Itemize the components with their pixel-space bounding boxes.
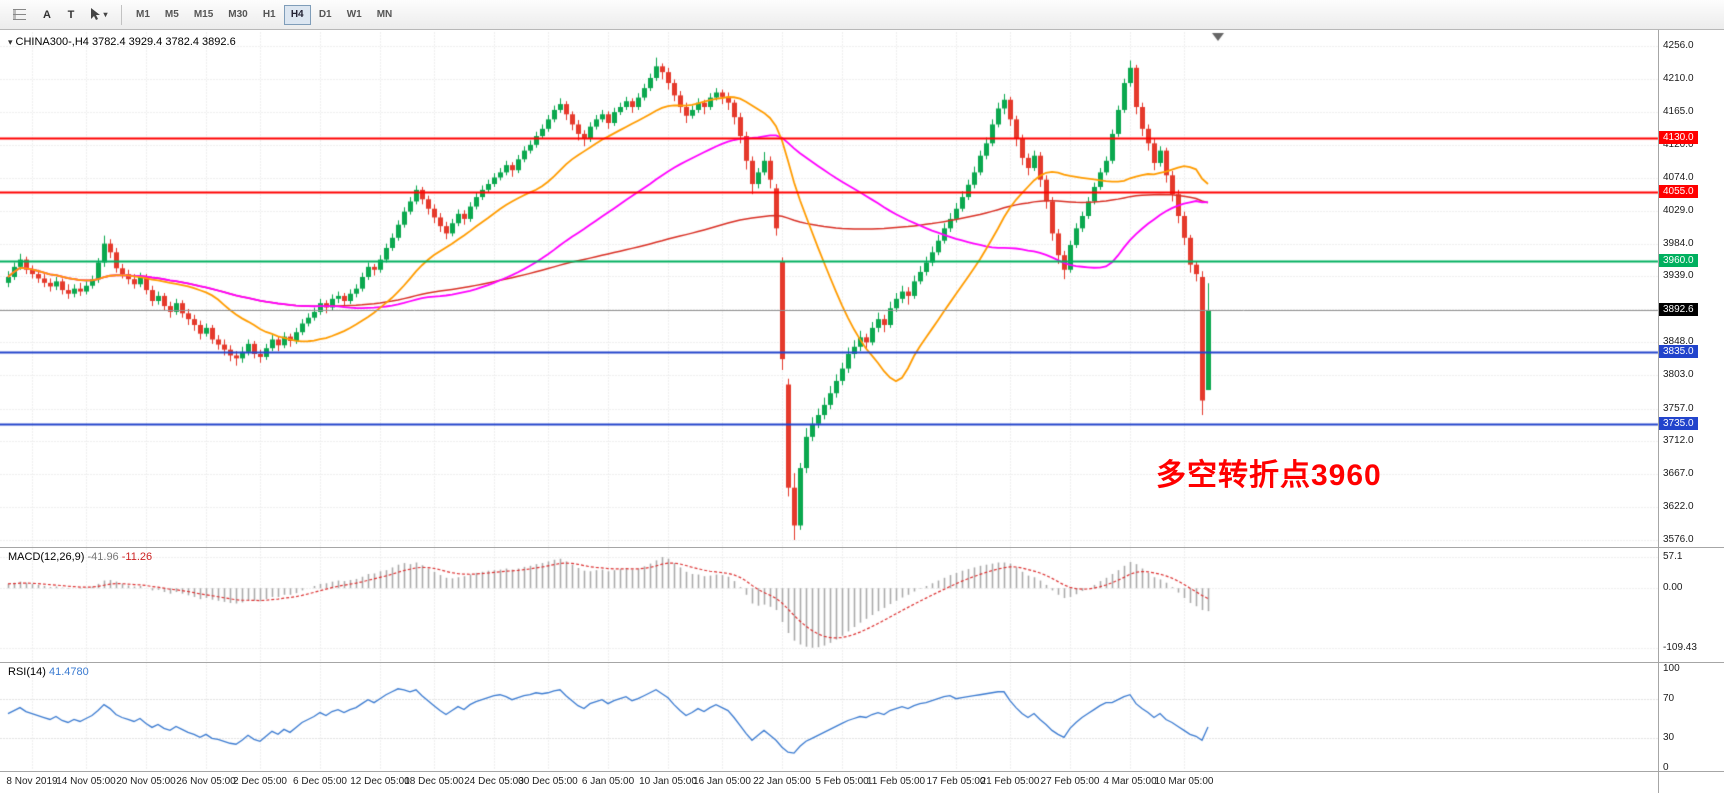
timeframe-button-M15[interactable]: M15 — [187, 5, 220, 25]
time-tick-label: 4 Mar 05:00 — [1103, 776, 1157, 787]
text-tool-button[interactable]: A — [36, 4, 58, 26]
symbol-label: CHINA300-,H4 — [15, 36, 89, 48]
macd-tick-label: 0.00 — [1663, 582, 1683, 593]
symbol-dropdown-triangle[interactable]: ▾ — [8, 37, 13, 47]
timeframe-button-M5[interactable]: M5 — [158, 5, 186, 25]
rsi-tick-label: 0 — [1663, 762, 1669, 773]
time-tick-label: 10 Mar 05:00 — [1154, 776, 1214, 787]
time-tick-label: 14 Nov 05:00 — [56, 776, 116, 787]
time-tick-label: 17 Feb 05:00 — [926, 776, 986, 787]
cursor-tool-button[interactable]: ▾ — [84, 3, 114, 27]
price-tick-label: 3939.0 — [1663, 270, 1694, 281]
time-tick-label: 12 Dec 05:00 — [350, 776, 410, 787]
macd-panel-label: MACD(12,26,9) -41.96 -11.26 — [8, 551, 152, 563]
macd-tick-label: -109.43 — [1663, 642, 1697, 653]
time-tick-label: 5 Feb 05:00 — [815, 776, 869, 787]
time-tick-label: 2 Dec 05:00 — [233, 776, 287, 787]
main-macd-separator[interactable] — [0, 547, 1724, 548]
timeframe-switcher: M1 M5 M15 M30 H1 H4 D1 W1 MN — [129, 4, 400, 25]
timeframe-button-W1[interactable]: W1 — [340, 5, 369, 25]
timeframe-button-M30[interactable]: M30 — [221, 5, 254, 25]
price-tick-label: 4029.0 — [1663, 205, 1694, 216]
price-level-badge: 4130.0 — [1659, 131, 1698, 144]
symbol-ohlc-header: ▾ CHINA300-,H4 3782.4 3929.4 3782.4 3892.… — [8, 36, 236, 48]
toolbar-separator — [121, 4, 122, 25]
timeframe-button-M1[interactable]: M1 — [129, 5, 157, 25]
price-tick-label: 4210.0 — [1663, 73, 1694, 84]
macd-value-signal: -11.26 — [121, 551, 153, 563]
rsi-tick-label: 100 — [1663, 663, 1680, 674]
text-label-tool-button[interactable]: T — [60, 4, 82, 26]
macd-title: MACD(12,26,9) — [8, 551, 85, 563]
rsi-value: 41.4780 — [48, 666, 89, 678]
macd-tick-label: 57.1 — [1663, 551, 1683, 562]
price-tick-label: 3576.0 — [1663, 534, 1694, 545]
price-tick-label: 3803.0 — [1663, 369, 1694, 380]
time-tick-label: 30 Dec 05:00 — [518, 776, 578, 787]
price-tick-label: 4074.0 — [1663, 172, 1694, 183]
window-grid-icon — [12, 9, 26, 20]
price-level-badge: 3960.0 — [1659, 254, 1698, 267]
time-tick-label: 26 Nov 05:00 — [176, 776, 236, 787]
rsi-title: RSI(14) — [8, 666, 46, 678]
time-tick-label: 8 Nov 2019 — [6, 776, 58, 787]
cursor-arrow-icon — [91, 8, 101, 20]
price-level-badge: 3835.0 — [1659, 345, 1698, 358]
price-tick-label: 4165.0 — [1663, 106, 1694, 117]
timeframe-button-MN[interactable]: MN — [370, 5, 400, 25]
time-tick-label: 24 Dec 05:00 — [464, 776, 524, 787]
price-tick-label: 3848.0 — [1663, 336, 1694, 347]
timeframe-button-D1[interactable]: D1 — [312, 5, 339, 25]
time-tick-label: 16 Jan 05:00 — [693, 776, 751, 787]
time-tick-label: 22 Jan 05:00 — [753, 776, 811, 787]
price-tick-label: 3622.0 — [1663, 501, 1694, 512]
time-axis-separator — [0, 771, 1724, 772]
current-price-badge: 3892.6 — [1659, 303, 1698, 316]
rsi-panel-label: RSI(14) 41.4780 — [8, 666, 89, 678]
macd-value-main: -41.96 — [87, 551, 119, 563]
chart-annotation-text[interactable]: 多空转折点3960 — [1156, 459, 1382, 492]
rsi-tick-label: 30 — [1663, 732, 1675, 743]
time-tick-label: 6 Jan 05:00 — [581, 776, 635, 787]
time-tick-label: 20 Nov 05:00 — [116, 776, 176, 787]
price-level-badge: 3735.0 — [1659, 417, 1698, 430]
macd-rsi-separator[interactable] — [0, 662, 1724, 663]
time-tick-label: 11 Feb 05:00 — [866, 776, 926, 787]
dropdown-chevron-icon: ▾ — [103, 10, 108, 19]
price-tick-label: 4120.0 — [1663, 139, 1694, 150]
time-tick-label: 6 Dec 05:00 — [293, 776, 347, 787]
price-axis-separator — [1658, 30, 1659, 793]
menu-icon[interactable] — [4, 3, 34, 27]
timeframe-button-H4[interactable]: H4 — [283, 4, 311, 25]
price-tick-label: 3984.0 — [1663, 238, 1694, 249]
rsi-tick-label: 70 — [1663, 693, 1675, 704]
time-tick-label: 10 Jan 05:00 — [639, 776, 697, 787]
price-tick-label: 3757.0 — [1663, 403, 1694, 414]
toolbar: A T ▾ M1 M5 M15 M30 H1 H4 D1 W1 MN — [0, 0, 1724, 30]
price-tick-label: 3667.0 — [1663, 468, 1694, 479]
price-level-badge: 4055.0 — [1659, 185, 1698, 198]
price-tick-label: 3712.0 — [1663, 435, 1694, 446]
ohlc-values: 3782.4 3929.4 3782.4 3892.6 — [91, 36, 236, 48]
price-tick-label: 4256.0 — [1663, 40, 1694, 51]
timeframe-button-H1[interactable]: H1 — [256, 5, 283, 25]
time-tick-label: 27 Feb 05:00 — [1040, 776, 1100, 787]
time-tick-label: 21 Feb 05:00 — [980, 776, 1040, 787]
time-tick-label: 18 Dec 05:00 — [404, 776, 464, 787]
